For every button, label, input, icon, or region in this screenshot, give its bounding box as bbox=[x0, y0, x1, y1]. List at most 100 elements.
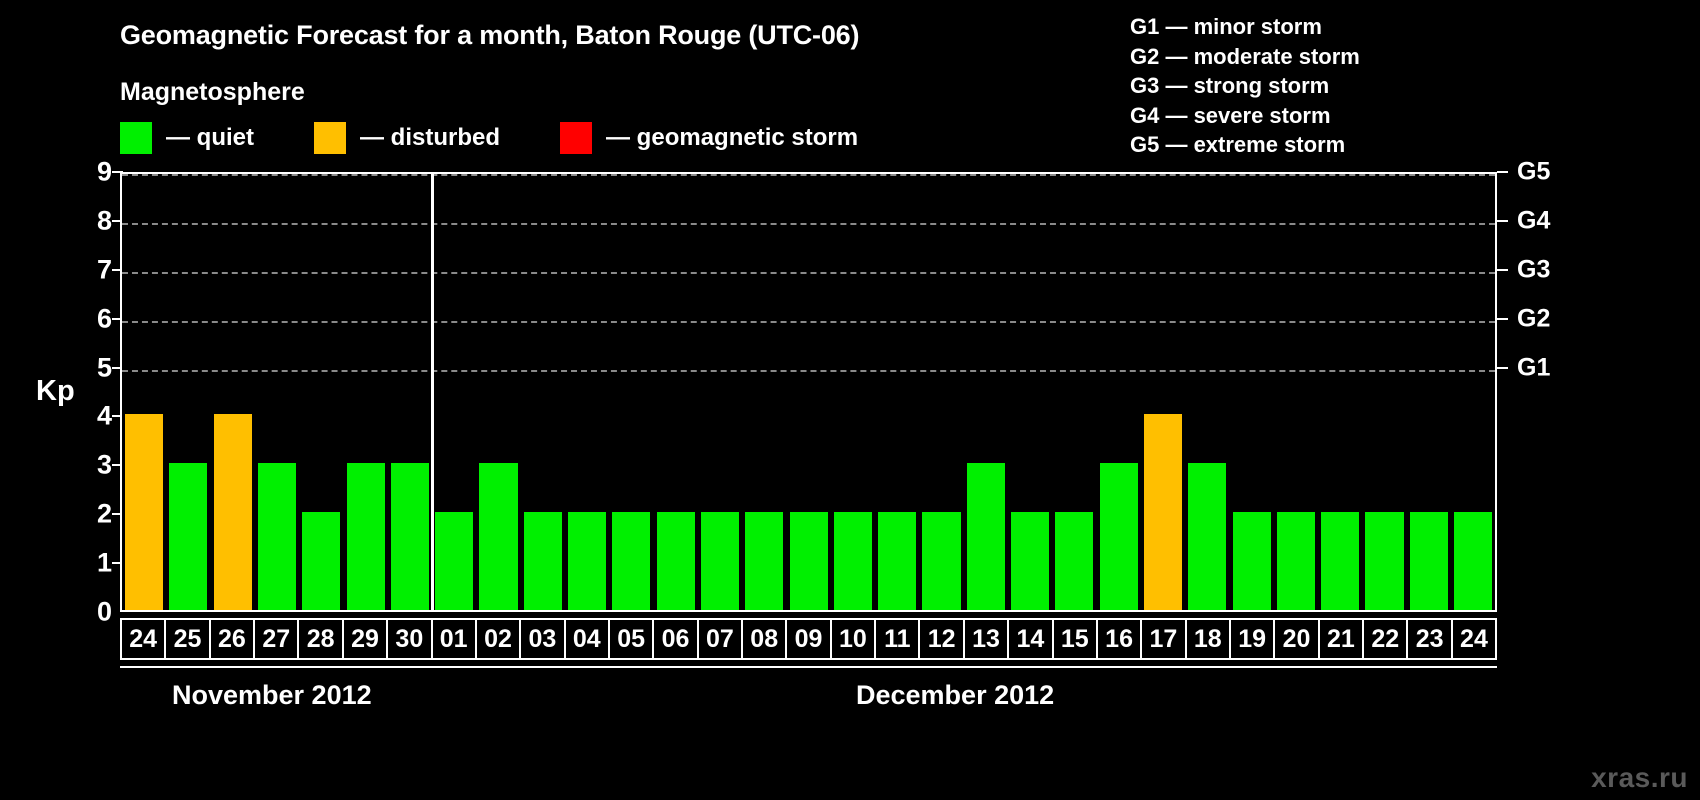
bar bbox=[1099, 463, 1138, 610]
amber-square-icon bbox=[314, 122, 346, 154]
day-label: 22 bbox=[1364, 620, 1409, 658]
day-label: 28 bbox=[299, 620, 344, 658]
bar-slot bbox=[1141, 174, 1185, 610]
watermark: xras.ru bbox=[1591, 762, 1688, 793]
y-tick-mark bbox=[112, 366, 123, 369]
g-tick-mark bbox=[1497, 268, 1508, 271]
day-label: 10 bbox=[832, 620, 877, 658]
y-tick-mark bbox=[112, 415, 123, 418]
day-label: 25 bbox=[166, 620, 211, 658]
y-tick-mark bbox=[112, 171, 123, 173]
bar-slot bbox=[1008, 174, 1052, 610]
y-tick-label: 9 bbox=[96, 156, 112, 187]
day-label: 07 bbox=[699, 620, 744, 658]
day-label: 21 bbox=[1320, 620, 1365, 658]
y-tick-label: 4 bbox=[96, 400, 112, 431]
bar bbox=[745, 512, 784, 610]
bar-slot bbox=[1451, 174, 1495, 610]
day-label: 02 bbox=[477, 620, 522, 658]
gridline bbox=[122, 222, 1495, 225]
day-label: 23 bbox=[1408, 620, 1453, 658]
bar-slot bbox=[1052, 174, 1096, 610]
magnetosphere-legend: — quiet — disturbed — geomagnetic storm bbox=[120, 122, 858, 154]
legend-label: — geomagnetic storm bbox=[606, 124, 859, 151]
bar bbox=[125, 414, 164, 610]
bar bbox=[1365, 512, 1404, 610]
day-label: 26 bbox=[211, 620, 256, 658]
day-label: 01 bbox=[433, 620, 477, 658]
bar bbox=[568, 512, 607, 610]
y-tick-label: 5 bbox=[96, 352, 112, 383]
day-axis: 24 25 26 27 28 29 30 01 02 03 04 05 06 07 08 09 10 11 12 13… bbox=[120, 618, 1497, 660]
g-tick-label: G5 bbox=[1517, 157, 1551, 186]
bar bbox=[1321, 512, 1360, 610]
day-label: 30 bbox=[388, 620, 433, 658]
legend-entry: — geomagnetic storm bbox=[560, 122, 858, 154]
y-tick-label: 7 bbox=[96, 254, 112, 285]
bar-slot bbox=[919, 174, 963, 610]
g-axis: G5 G4 G3 G2 G1 bbox=[1497, 159, 1617, 612]
bar bbox=[1276, 512, 1315, 610]
bar-slot bbox=[1362, 174, 1406, 610]
day-label: 18 bbox=[1187, 620, 1231, 658]
bar bbox=[656, 512, 695, 610]
y-tick-mark bbox=[112, 513, 123, 516]
bar-slot bbox=[122, 174, 166, 610]
page-title: Geomagnetic Forecast for a month, Baton … bbox=[120, 20, 860, 50]
day-label: 24 bbox=[122, 620, 167, 658]
g-tick-mark bbox=[1497, 366, 1508, 369]
bar-slot bbox=[1229, 174, 1273, 610]
bar-slot bbox=[1274, 174, 1318, 610]
day-label: 17 bbox=[1142, 620, 1187, 658]
day-label: 09 bbox=[787, 620, 832, 658]
day-label: 16 bbox=[1098, 620, 1143, 658]
bar bbox=[1409, 512, 1448, 610]
bar bbox=[346, 463, 385, 610]
bar bbox=[302, 512, 341, 610]
bar-slot bbox=[654, 174, 698, 610]
bar bbox=[612, 512, 651, 610]
y-axis-title: Kp bbox=[36, 375, 75, 407]
gridline bbox=[122, 369, 1495, 372]
y-tick-mark bbox=[112, 562, 123, 565]
bar bbox=[878, 512, 917, 610]
legend-entry: — quiet bbox=[120, 122, 254, 154]
day-label: 11 bbox=[876, 620, 921, 658]
legend-label: — quiet bbox=[166, 124, 254, 151]
bar-slot bbox=[1407, 174, 1451, 610]
gridline bbox=[122, 174, 1495, 176]
bar-slot bbox=[255, 174, 299, 610]
day-label: 19 bbox=[1231, 620, 1276, 658]
day-label: 12 bbox=[920, 620, 965, 658]
g-tick-mark bbox=[1497, 219, 1508, 222]
y-tick-mark bbox=[112, 317, 123, 320]
bar bbox=[789, 512, 828, 610]
bar-slot bbox=[388, 174, 432, 610]
day-label: 29 bbox=[344, 620, 389, 658]
g-scale-line: G4 — severe storm bbox=[1130, 102, 1331, 128]
bar-slot bbox=[1097, 174, 1141, 610]
bar-slot bbox=[786, 174, 830, 610]
bar bbox=[1188, 463, 1227, 610]
g-scale-line: G2 — moderate storm bbox=[1130, 43, 1360, 69]
green-square-icon bbox=[120, 122, 152, 154]
bar-slot bbox=[565, 174, 609, 610]
bar bbox=[523, 512, 562, 610]
bar-slot bbox=[698, 174, 742, 610]
g-tick-mark bbox=[1497, 171, 1508, 173]
bar bbox=[169, 463, 208, 610]
g-tick-label: G2 bbox=[1517, 304, 1551, 333]
g-scale-legend: G1 — minor storm G2 — moderate storm G3 — … bbox=[1130, 12, 1360, 160]
g-tick-label: G4 bbox=[1517, 206, 1551, 235]
bar bbox=[833, 512, 872, 610]
bar bbox=[213, 414, 252, 610]
day-label: 15 bbox=[1054, 620, 1098, 658]
bar-slot bbox=[521, 174, 565, 610]
bar-slot bbox=[432, 174, 476, 610]
gridline bbox=[122, 271, 1495, 274]
bar-slot bbox=[875, 174, 919, 610]
bar-slot bbox=[299, 174, 343, 610]
y-tick-label: 6 bbox=[96, 303, 112, 334]
bar bbox=[1454, 512, 1493, 610]
bar-slot bbox=[1318, 174, 1362, 610]
